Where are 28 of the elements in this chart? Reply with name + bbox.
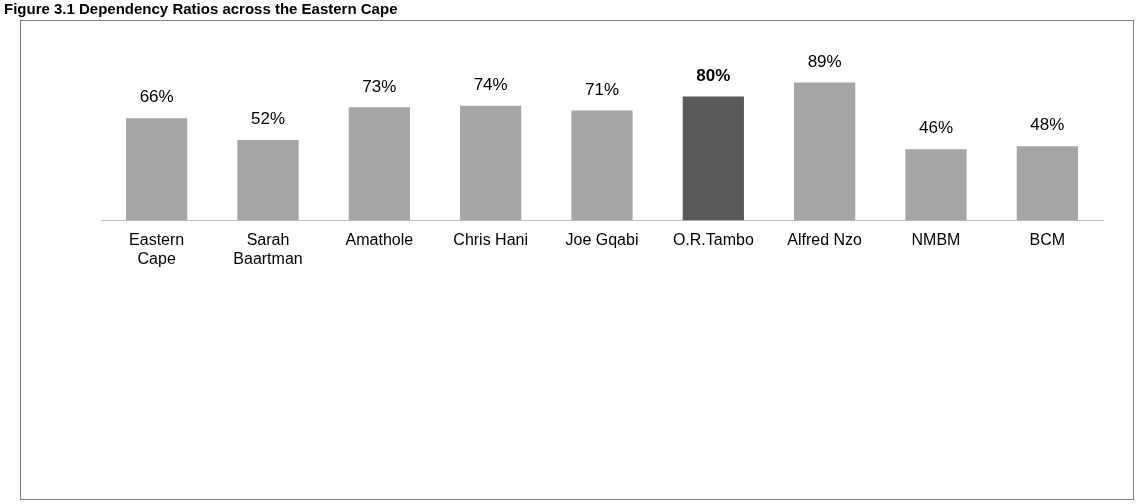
x-tick-label: Sarah Baartman xyxy=(233,230,303,267)
data-label: 71% xyxy=(584,79,620,99)
bar xyxy=(237,139,299,221)
bar xyxy=(126,118,188,221)
data-label: 46% xyxy=(918,118,954,138)
bar xyxy=(460,105,522,221)
bar xyxy=(1016,146,1078,221)
data-label: 89% xyxy=(807,51,842,71)
bar xyxy=(905,149,967,221)
data-label: 74% xyxy=(473,75,508,95)
x-tick-label: NMBM xyxy=(911,230,961,248)
data-label: 73% xyxy=(362,76,397,96)
x-tick-label: BCM xyxy=(1029,230,1066,248)
x-tick-label: Joe Gqabi xyxy=(565,230,639,248)
data-label: 48% xyxy=(1030,115,1065,135)
x-tick-label: Amathole xyxy=(345,230,414,248)
x-tick-label: Alfred Nzo xyxy=(787,230,863,248)
x-tick-label: Eastern Cape xyxy=(129,230,185,267)
x-tick-label: Chris Hani xyxy=(453,230,529,248)
data-label: 52% xyxy=(250,109,286,129)
x-tick-label: O.R.Tambo xyxy=(672,230,754,248)
data-label: 80% xyxy=(696,65,731,85)
chart-title: Figure 3.1 Dependency Ratios across the Eastern Cape xyxy=(4,0,398,17)
bar xyxy=(348,107,410,221)
bar xyxy=(794,82,856,221)
bar xyxy=(571,110,633,221)
bar xyxy=(682,96,744,221)
data-label: 66% xyxy=(139,87,174,107)
